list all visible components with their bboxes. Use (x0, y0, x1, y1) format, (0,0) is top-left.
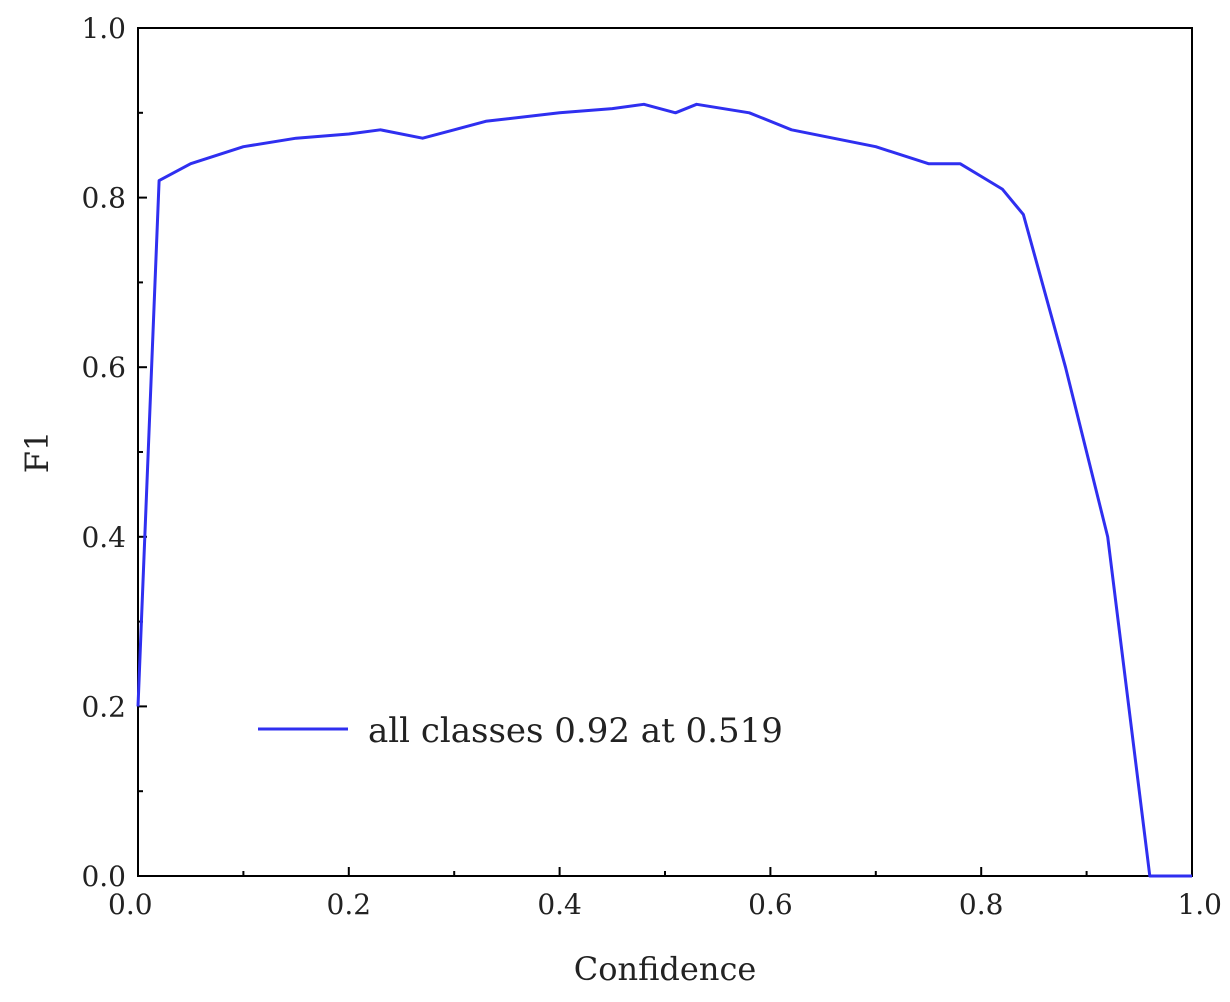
series-line (136, 102, 1192, 878)
y-tick-label: 0.6 (81, 351, 126, 384)
legend: all classes 0.92 at 0.519 (258, 711, 783, 751)
x-axis-ticks: 0.0 0.2 0.4 0.6 0.8 1.0 (108, 867, 1222, 921)
x-tick-label: 0.4 (537, 888, 582, 921)
x-axis-title: Confidence (574, 950, 757, 988)
x-tick-label: 0.8 (959, 888, 1004, 921)
x-tick-label: 0.0 (108, 888, 153, 921)
series-layer (136, 102, 1192, 878)
x-tick-label: 0.2 (327, 888, 372, 921)
x-tick-label: 1.0 (1177, 888, 1222, 921)
y-tick-label: 0.8 (81, 182, 126, 215)
y-axis-title: F1 (18, 431, 56, 474)
x-tick-label: 0.6 (748, 888, 793, 921)
y-axis-ticks: 0.0 0.2 0.4 0.6 0.8 1.0 (81, 12, 147, 893)
y-tick-label: 1.0 (81, 12, 126, 45)
y-tick-label: 0.4 (81, 521, 126, 554)
y-tick-label: 0.0 (81, 860, 126, 893)
legend-label: all classes 0.92 at 0.519 (368, 711, 783, 751)
y-tick-label: 0.2 (81, 690, 126, 723)
